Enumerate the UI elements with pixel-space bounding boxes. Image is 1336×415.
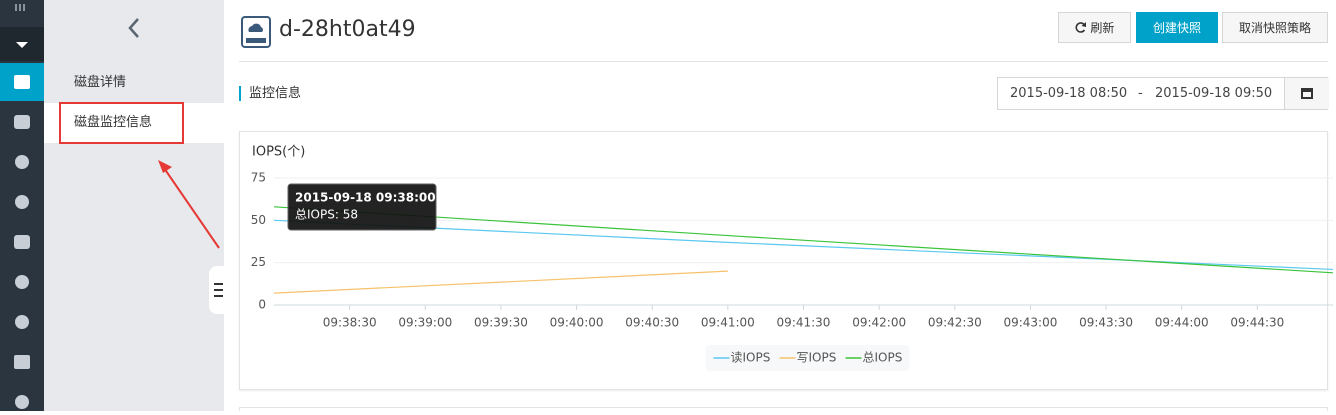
chart-title: IOPS(个) [252,145,305,160]
x-tick-label: 09:41:00 [701,316,755,330]
refresh-icon [1075,22,1086,33]
divider [239,61,1328,62]
calendar-button[interactable] [1284,78,1329,109]
collapse-handle[interactable] [209,266,224,314]
x-tick-label: 09:42:30 [928,316,982,330]
tooltip-box [287,183,437,231]
tooltip: 2015-09-18 09:38:00 总IOPS: 58 [287,183,437,231]
date-separator: - [1138,86,1143,101]
legend: 读IOPS 写IOPS 总IOPS [705,345,910,371]
button-label: 刷新 [1090,21,1115,35]
x-tick-label: 09:39:00 [398,316,452,330]
chart-panel [239,131,1328,390]
back-icon[interactable] [124,16,144,40]
date-range[interactable]: 2015-09-18 08:50 - 2015-09-18 09:50 [997,77,1329,110]
y-tick-label: 50 [251,213,266,227]
x-tick-label: 09:44:30 [1230,316,1284,330]
section-title: 监控信息 [249,86,302,101]
legend-label: 总IOPS [863,351,903,365]
section-marker [239,86,241,101]
create-snapshot-button[interactable]: 创建快照 [1136,12,1218,43]
x-tick-label: 09:43:30 [1079,316,1133,330]
legend-label: 写IOPS [797,351,837,365]
tooltip-title: 2015-09-18 09:38:00 [295,191,436,205]
legend-label: 读IOPS [731,351,771,365]
menu-item[interactable]: 磁盘详情 [74,75,127,90]
annotation-arrow [158,160,220,249]
x-tick-label: 09:44:00 [1155,316,1209,330]
menu-item-active[interactable]: 磁盘监控信息 [44,103,224,143]
tooltip-text: 总IOPS: 58 [295,208,358,222]
sub-sidebar: 磁盘详情 磁盘监控信息 [44,0,224,411]
page-title: d-28ht0at49 [279,17,416,42]
y-tick-label: 0 [258,298,266,312]
highlight-box [59,102,184,144]
refresh-button[interactable]: 刷新 [1058,12,1131,43]
x-tick-label: 09:38:30 [323,316,377,330]
x-tick-label: 09:43:00 [1003,316,1057,330]
x-tick-label: 09:39:30 [474,316,528,330]
page-bottom [0,405,1336,411]
icon-bar-icons [0,4,44,409]
series-line [273,270,728,294]
chart: IOPS(个) 0 25 50 75 09:38:30 09:39:00 09:39:30 0… [251,145,1334,371]
cancel-policy-button[interactable]: 取消快照策略 [1222,12,1328,43]
x-tick-label: 09:42:00 [852,316,906,330]
disk-icon [241,16,271,48]
icon-bar [0,0,44,411]
x-tick-label: 09:40:30 [625,316,679,330]
y-tick-label: 25 [251,255,266,269]
y-tick-label: 75 [251,171,266,185]
date-start: 2015-09-18 08:50 [1010,86,1128,101]
date-end: 2015-09-18 09:50 [1155,86,1273,101]
x-tick-label: 09:41:30 [777,316,831,330]
legend-box [705,345,910,371]
x-tick-label: 09:40:00 [550,316,604,330]
